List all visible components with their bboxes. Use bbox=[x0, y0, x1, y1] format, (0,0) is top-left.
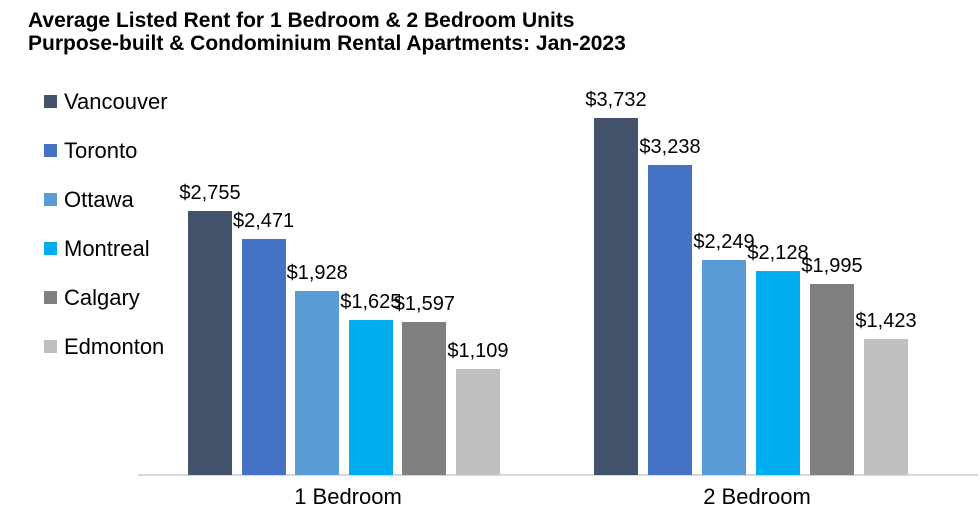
bar-edmonton-1-bedroom: $1,109 bbox=[447, 340, 509, 475]
bar-value-label-toronto-2-bedroom: $3,238 bbox=[639, 136, 701, 158]
chart-title-line2: Purpose-built & Condominium Rental Apart… bbox=[28, 32, 626, 55]
chart-title-line1: Average Listed Rent for 1 Bedroom & 2 Be… bbox=[28, 9, 575, 32]
legend-label-montreal: Montreal bbox=[64, 235, 150, 261]
legend-swatch-ottawa bbox=[44, 193, 57, 206]
bar-group-2-bedroom: $3,732 $3,238 $2,249 $2,128 $1,995 $1,423 bbox=[585, 89, 917, 475]
bar-vancouver-1-bedroom: $2,755 bbox=[179, 182, 241, 475]
bar-value-label-ottawa-2-bedroom: $2,249 bbox=[693, 231, 755, 253]
legend-swatch-calgary bbox=[44, 291, 57, 304]
legend-item-ottawa: Ottawa bbox=[44, 175, 168, 224]
bar-edmonton-2-bedroom: $1,423 bbox=[855, 310, 917, 475]
bar-value-label-toronto-1-bedroom: $2,471 bbox=[233, 210, 295, 232]
legend-label-vancouver: Vancouver bbox=[64, 88, 168, 114]
bar-value-label-edmonton-2-bedroom: $1,423 bbox=[855, 310, 917, 332]
bar-value-label-montreal-1-bedroom: $1,625 bbox=[340, 291, 402, 313]
category-label-2-bedroom: 2 Bedroom bbox=[703, 484, 811, 509]
bar-vancouver-2-bedroom: $3,732 bbox=[585, 89, 647, 475]
chart-title: Average Listed Rent for 1 Bedroom & 2 Be… bbox=[28, 9, 626, 55]
legend: Vancouver Toronto Ottawa Montreal Calgary Edm… bbox=[44, 77, 168, 371]
bar-toronto-2-bedroom: $3,238 bbox=[639, 136, 701, 475]
bar-ottawa-2-bedroom: $2,249 bbox=[693, 231, 755, 475]
bar-calgary-1-bedroom: $1,597 bbox=[394, 293, 455, 475]
bar-ottawa-1-bedroom: $1,928 bbox=[287, 262, 348, 475]
bar-value-label-vancouver-1-bedroom: $2,755 bbox=[179, 182, 241, 204]
bar-value-label-calgary-1-bedroom: $1,597 bbox=[393, 293, 455, 315]
bar-calgary-2-bedroom: $1,995 bbox=[801, 255, 863, 475]
bar-value-label-ottawa-1-bedroom: $1,928 bbox=[286, 262, 348, 284]
bar-value-label-vancouver-2-bedroom: $3,732 bbox=[585, 89, 647, 111]
bar-montreal-2-bedroom: $2,128 bbox=[747, 242, 809, 475]
bar-group-1-bedroom: $2,755 $2,471 $1,928 $1,625 $1,597 $1,109 bbox=[179, 118, 509, 475]
legend-label-toronto: Toronto bbox=[64, 137, 138, 163]
bar-value-label-montreal-2-bedroom: $2,128 bbox=[747, 242, 809, 264]
bar-toronto-1-bedroom: $2,471 bbox=[233, 210, 294, 475]
bar-montreal-1-bedroom: $1,625 bbox=[340, 291, 401, 475]
legend-swatch-montreal bbox=[44, 242, 57, 255]
x-axis-line bbox=[138, 474, 978, 476]
legend-label-edmonton: Edmonton bbox=[64, 333, 165, 359]
bar-value-label-edmonton-1-bedroom: $1,109 bbox=[447, 340, 509, 362]
bar-value-label-calgary-2-bedroom: $1,995 bbox=[801, 255, 863, 277]
legend-item-montreal: Montreal bbox=[44, 224, 168, 273]
legend-swatch-edmonton bbox=[44, 340, 57, 353]
legend-item-calgary: Calgary bbox=[44, 273, 168, 322]
legend-swatch-toronto bbox=[44, 144, 57, 157]
legend-item-vancouver: Vancouver bbox=[44, 77, 168, 126]
legend-item-edmonton: Edmonton bbox=[44, 322, 168, 371]
legend-swatch-vancouver bbox=[44, 95, 57, 108]
legend-label-calgary: Calgary bbox=[64, 284, 140, 310]
legend-item-toronto: Toronto bbox=[44, 126, 168, 175]
legend-label-ottawa: Ottawa bbox=[64, 186, 134, 212]
category-label-1-bedroom: 1 Bedroom bbox=[294, 484, 402, 509]
